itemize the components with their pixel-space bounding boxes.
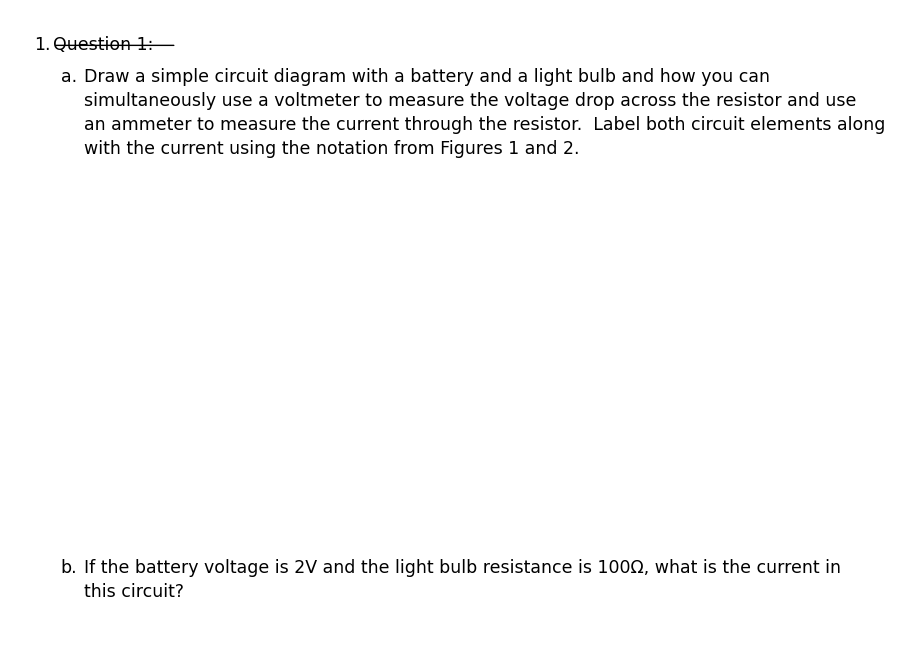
Text: with the current using the notation from Figures 1 and 2.: with the current using the notation from… bbox=[84, 140, 580, 158]
Text: an ammeter to measure the current through the resistor.  Label both circuit elem: an ammeter to measure the current throug… bbox=[84, 116, 886, 134]
Text: simultaneously use a voltmeter to measure the voltage drop across the resistor a: simultaneously use a voltmeter to measur… bbox=[84, 92, 857, 110]
Text: this circuit?: this circuit? bbox=[84, 583, 184, 601]
Text: b.: b. bbox=[60, 559, 77, 577]
Text: Question 1:: Question 1: bbox=[53, 36, 154, 54]
Text: a.: a. bbox=[60, 68, 76, 86]
Text: 1.: 1. bbox=[34, 36, 50, 54]
Text: Draw a simple circuit diagram with a battery and a light bulb and how you can: Draw a simple circuit diagram with a bat… bbox=[84, 68, 770, 86]
Text: If the battery voltage is 2V and the light bulb resistance is 100Ω, what is the : If the battery voltage is 2V and the lig… bbox=[84, 559, 841, 577]
